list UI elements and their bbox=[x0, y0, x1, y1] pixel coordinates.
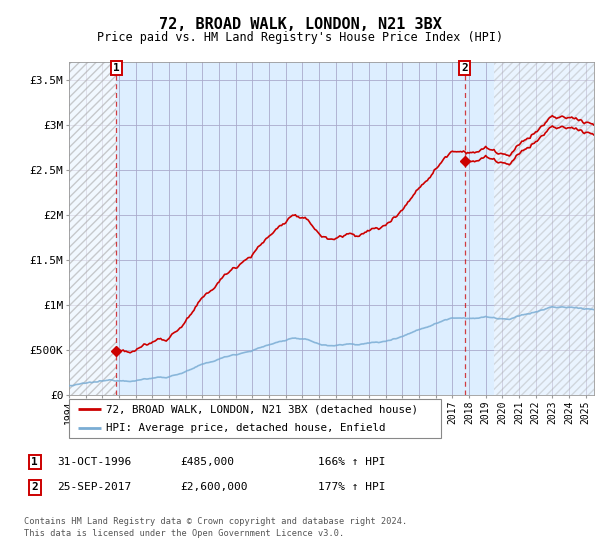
Bar bbox=[69, 62, 116, 395]
Text: 166% ↑ HPI: 166% ↑ HPI bbox=[318, 457, 386, 467]
Text: 2: 2 bbox=[31, 482, 38, 492]
Text: Price paid vs. HM Land Registry's House Price Index (HPI): Price paid vs. HM Land Registry's House … bbox=[97, 31, 503, 44]
Text: 2: 2 bbox=[461, 63, 468, 73]
Text: 1: 1 bbox=[31, 457, 38, 467]
Text: 177% ↑ HPI: 177% ↑ HPI bbox=[318, 482, 386, 492]
Text: 1: 1 bbox=[113, 63, 119, 73]
Text: 31-OCT-1996: 31-OCT-1996 bbox=[57, 457, 131, 467]
Text: £485,000: £485,000 bbox=[180, 457, 234, 467]
Text: HPI: Average price, detached house, Enfield: HPI: Average price, detached house, Enfi… bbox=[106, 423, 386, 433]
Text: This data is licensed under the Open Government Licence v3.0.: This data is licensed under the Open Gov… bbox=[24, 529, 344, 538]
Text: £2,600,000: £2,600,000 bbox=[180, 482, 248, 492]
Text: 72, BROAD WALK, LONDON, N21 3BX (detached house): 72, BROAD WALK, LONDON, N21 3BX (detache… bbox=[106, 404, 418, 414]
Text: Contains HM Land Registry data © Crown copyright and database right 2024.: Contains HM Land Registry data © Crown c… bbox=[24, 517, 407, 526]
Bar bbox=[494, 62, 594, 395]
Text: 25-SEP-2017: 25-SEP-2017 bbox=[57, 482, 131, 492]
Text: 72, BROAD WALK, LONDON, N21 3BX: 72, BROAD WALK, LONDON, N21 3BX bbox=[158, 17, 442, 32]
FancyBboxPatch shape bbox=[69, 399, 441, 438]
